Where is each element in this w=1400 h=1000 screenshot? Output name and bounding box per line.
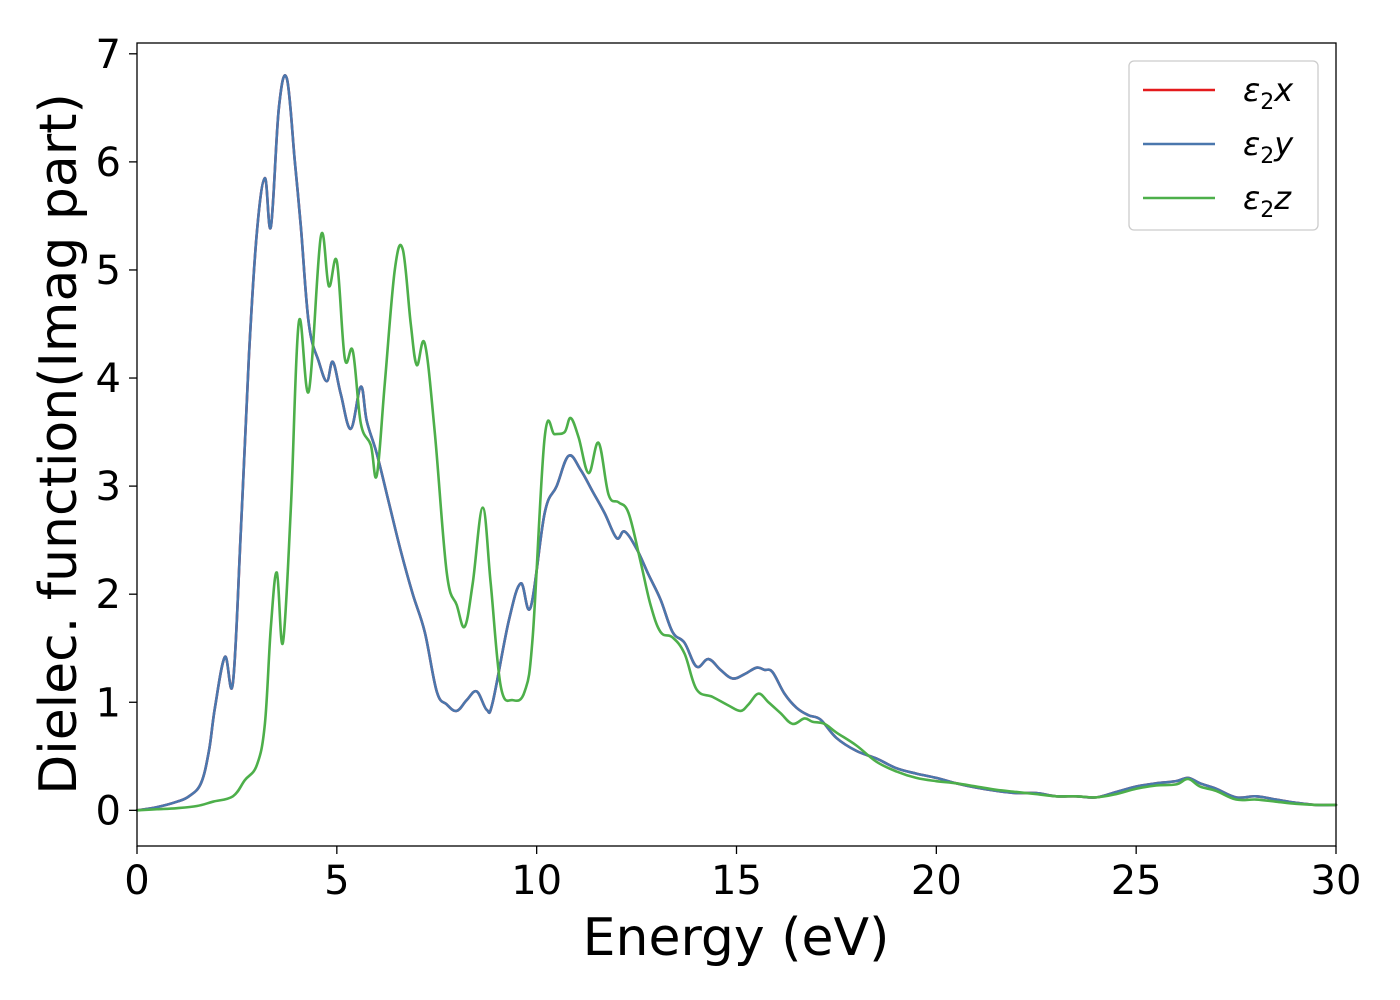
- x-tick-label: 30: [1311, 858, 1362, 904]
- legend-label-y: ε2y: [1243, 125, 1294, 169]
- legend: ε2x ε2y ε2z: [1128, 60, 1319, 231]
- x-tick-label: 20: [911, 858, 962, 904]
- y-tick-label: 6: [96, 140, 121, 186]
- legend-label-z: ε2z: [1243, 179, 1292, 223]
- legend-label-x: ε2x: [1243, 71, 1294, 115]
- series-layer: [135, 74, 1338, 812]
- series-line-z: [135, 231, 1338, 812]
- y-tick-label: 3: [96, 464, 121, 510]
- x-tick-label: 25: [1111, 858, 1162, 904]
- x-axis-ticks: 0 5 10 15 20 25 30: [124, 846, 1361, 904]
- x-tick-label: 10: [511, 858, 562, 904]
- y-tick-label: 4: [96, 356, 121, 402]
- y-tick-label: 5: [96, 248, 121, 294]
- x-tick-label: 15: [711, 858, 762, 904]
- legend-box: [1128, 60, 1319, 231]
- x-axis-label: Energy (eV): [583, 908, 890, 968]
- y-axis-ticks: 0 1 2 3 4 5 6 7: [96, 32, 137, 834]
- y-tick-label: 7: [96, 32, 121, 78]
- y-axis-label: Dielec. function(Imag part): [29, 93, 89, 795]
- x-tick-label: 0: [124, 858, 149, 904]
- y-tick-label: 0: [96, 788, 121, 834]
- y-tick-label: 2: [96, 572, 121, 618]
- x-tick-label: 5: [324, 858, 349, 904]
- y-tick-label: 1: [96, 680, 121, 726]
